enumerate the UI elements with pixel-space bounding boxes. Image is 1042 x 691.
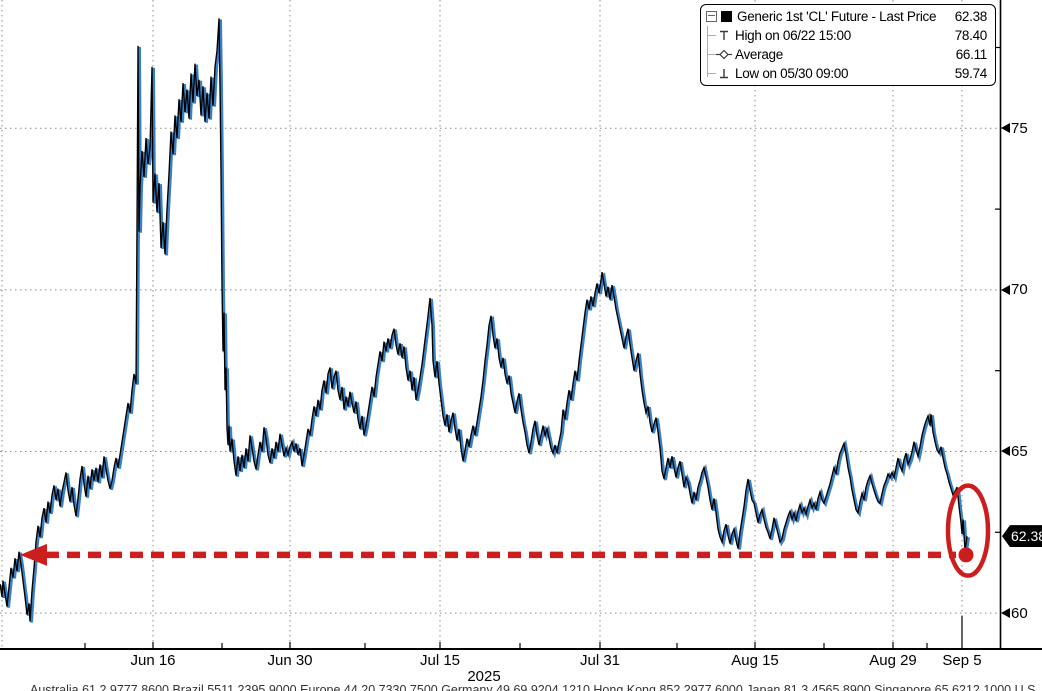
left-arrowhead-icon (20, 543, 47, 566)
series-name: Generic 1st 'CL' Future - Last Price (737, 9, 937, 24)
x-axis-tick-label: Sep 5 (942, 652, 982, 669)
tick-arrow-icon (1001, 123, 1010, 134)
endpoint-dot (958, 547, 974, 563)
y-axis-tick-label: 60 (1001, 604, 1028, 622)
average-label: Average (735, 47, 783, 62)
x-axis-tick-label: Jul 31 (579, 652, 621, 669)
legend-collapse-icon[interactable] (706, 11, 717, 22)
x-axis-tick-label: Aug 29 (869, 652, 917, 669)
legend-tree-connector (707, 26, 708, 77)
price-line-black (0, 18, 968, 622)
legend-row-low: Low on 05/30 09:00 59.74 (705, 64, 987, 83)
legend-row-high: High on 06/22 15:00 78.40 (705, 26, 987, 45)
legend-row-average: Average 66.11 (705, 45, 987, 64)
chart-legend: Generic 1st 'CL' Future - Last Price 62.… (700, 4, 996, 86)
last-price-tag: 62.38 (1002, 525, 1042, 548)
tick-arrow-icon (1001, 446, 1010, 457)
y-axis-tick-label: 65 (1001, 442, 1028, 460)
x-axis-tick-label: Jun 16 (130, 652, 176, 669)
price-line-blue (0, 19, 970, 623)
high-marker-icon (716, 29, 732, 42)
bloomberg-footer-text: Australia 61 2 9777 8600 Brazil 5511 239… (30, 683, 1042, 691)
high-label: High on 06/22 15:00 (735, 28, 851, 43)
x-axis-tick-label: Jun 30 (267, 652, 313, 669)
tick-arrow-icon (1001, 284, 1010, 295)
highlight-ellipse (945, 483, 991, 578)
low-label: Low on 05/30 09:00 (735, 66, 849, 81)
high-value: 78.40 (954, 28, 988, 43)
series-last-price-value: 62.38 (954, 9, 988, 24)
legend-row-series: Generic 1st 'CL' Future - Last Price 62.… (705, 7, 987, 26)
y-axis-tick-label: 75 (1001, 119, 1028, 137)
series-swatch-icon (721, 11, 732, 22)
x-axis-tick-label: Jul 15 (419, 652, 461, 669)
low-marker-icon (716, 67, 732, 80)
average-value: 66.11 (955, 47, 988, 62)
x-axis-tick-label: Aug 15 (731, 652, 779, 669)
y-axis-tick-label: 70 (1001, 281, 1028, 299)
low-value: 59.74 (954, 66, 988, 81)
average-marker-icon (716, 49, 732, 60)
x-axis-year-label: 2025 (467, 668, 501, 685)
tick-arrow-icon (1001, 608, 1010, 619)
